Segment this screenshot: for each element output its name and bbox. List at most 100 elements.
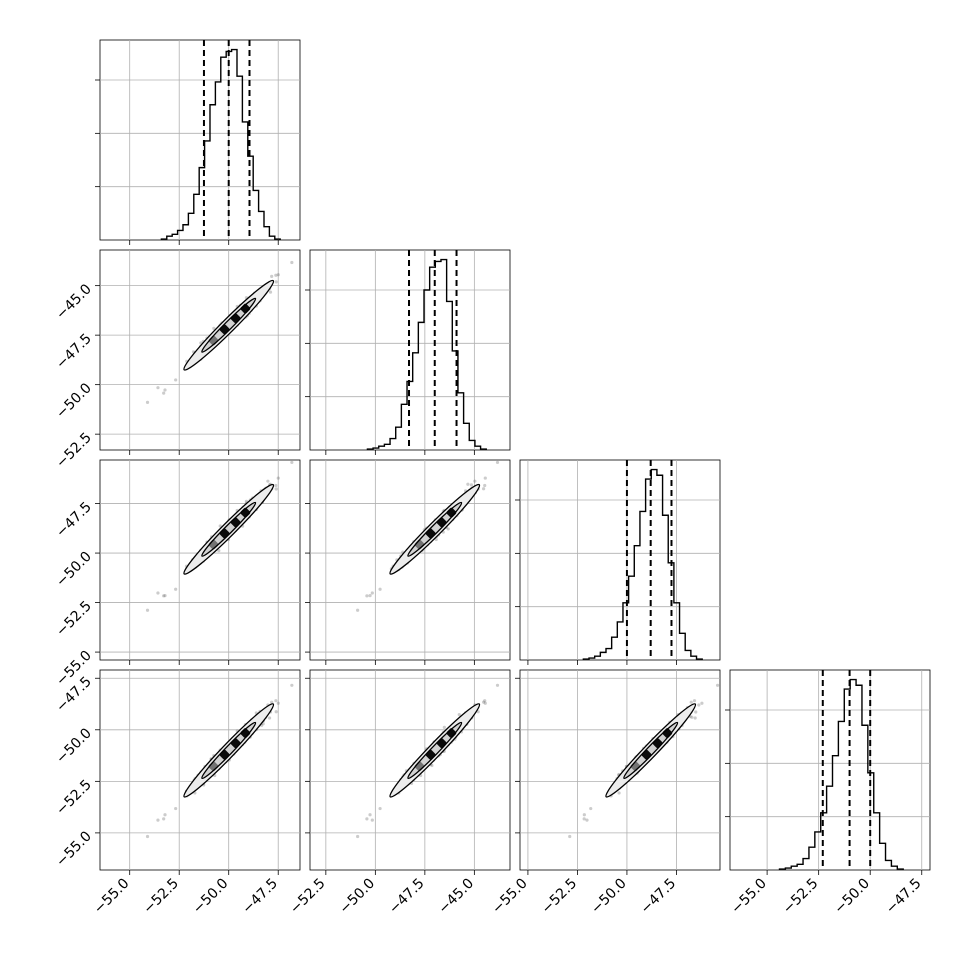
- x-tick-label: −52.5: [287, 876, 329, 918]
- histogram-1: [366, 258, 487, 450]
- sample-point: [589, 806, 593, 811]
- x-tick-label: −55.0: [91, 876, 133, 918]
- panel-frame: [99, 669, 301, 871]
- sample-point: [715, 683, 720, 687]
- sample-point: [212, 326, 216, 330]
- sample-point: [482, 700, 486, 704]
- sample-point: [162, 817, 166, 821]
- sample-point: [370, 591, 374, 595]
- density-peak: [240, 728, 251, 738]
- sample-point: [617, 791, 621, 795]
- contour-inner: [201, 501, 257, 557]
- sample-point: [290, 683, 294, 687]
- contour-inner: [201, 721, 257, 780]
- sample-point: [145, 834, 150, 839]
- density-peak: [652, 738, 663, 749]
- x-tick-label: −50.0: [588, 876, 630, 918]
- sample-point: [446, 527, 450, 531]
- contour-inner: [407, 501, 463, 557]
- y-tick-label: −55.0: [53, 828, 95, 870]
- panel-frame: [519, 459, 721, 661]
- sample-point: [473, 479, 477, 483]
- panel-2-1: [305, 459, 511, 665]
- x-tick-label: −45.0: [436, 876, 478, 918]
- sample-point: [582, 817, 586, 821]
- density-peak: [208, 335, 219, 346]
- sample-point: [690, 715, 694, 719]
- sample-point: [693, 716, 697, 720]
- sample-point: [368, 813, 372, 817]
- sample-point: [276, 701, 280, 705]
- sample-point: [430, 763, 434, 768]
- panel-frame: [99, 39, 301, 241]
- density-peak: [208, 539, 219, 550]
- sample-point: [378, 806, 382, 811]
- sample-point: [483, 476, 487, 480]
- sample-point: [266, 479, 270, 483]
- sample-point: [274, 710, 278, 714]
- sample-point: [274, 280, 278, 284]
- density-peak: [240, 303, 251, 314]
- density-peak: [240, 507, 251, 518]
- x-tick-label: −52.5: [140, 876, 182, 918]
- sample-point: [267, 716, 272, 720]
- x-tick-label: −52.5: [539, 876, 581, 918]
- sample-point: [274, 699, 278, 703]
- contour-inner: [407, 721, 463, 780]
- density-peak: [414, 761, 425, 772]
- sample-point: [466, 482, 470, 486]
- sample-point: [568, 834, 572, 839]
- sample-point: [274, 483, 278, 488]
- x-tick-label: −50.0: [337, 876, 379, 918]
- sample-point: [483, 701, 487, 705]
- sample-point: [163, 813, 167, 817]
- panel-1-0: −52.5 −50.0 −47.5 −45.0: [53, 249, 301, 471]
- density-peak: [630, 761, 641, 772]
- sample-point: [370, 818, 374, 822]
- density-peak: [436, 738, 447, 749]
- sample-point: [276, 476, 280, 480]
- sample-point: [290, 460, 294, 465]
- density-peak: [230, 313, 241, 324]
- contour-inner: [201, 297, 257, 353]
- sample-point: [268, 290, 273, 294]
- sample-point: [156, 818, 160, 822]
- panel-3-0: −55.0 −52.5 −50.0 −47.5−55.0−52.5−50.0−47.5: [53, 669, 301, 918]
- density-peak: [641, 749, 652, 760]
- y-tick-label: −52.5: [53, 598, 95, 640]
- scatter-area: [145, 460, 294, 612]
- panel-3-3: −55.0 −52.5 −50.0 −47.5: [725, 669, 931, 917]
- sample-point: [482, 487, 486, 491]
- density-peak: [446, 728, 457, 738]
- sample-point: [274, 487, 278, 491]
- y-tick-label: −50.0: [53, 549, 95, 591]
- density-peak: [208, 761, 219, 772]
- panel-2-0: −55.0−52.5−50.0−47.5: [53, 459, 301, 689]
- y-tick-label: −52.5: [53, 777, 95, 819]
- x-tick-label: −47.5: [386, 876, 428, 918]
- sample-point: [156, 591, 160, 595]
- x-tick-label: −47.5: [239, 876, 281, 918]
- sample-point: [162, 594, 166, 598]
- sample-point: [162, 391, 166, 395]
- sample-point: [697, 703, 701, 707]
- density-peak: [662, 728, 673, 738]
- sample-point: [156, 386, 160, 390]
- panel-frame: [519, 669, 721, 871]
- sample-point: [145, 608, 150, 612]
- histogram-0: [160, 48, 281, 240]
- sample-point: [365, 817, 369, 821]
- y-tick-label: −47.5: [53, 331, 95, 373]
- sample-point: [276, 273, 280, 277]
- sample-point: [442, 725, 446, 730]
- y-tick-label: −50.0: [53, 725, 95, 767]
- panel-3-1: −52.5 −50.0 −47.5 −45.0: [287, 669, 511, 918]
- sample-point: [483, 699, 487, 703]
- sample-point: [585, 818, 589, 822]
- histogram-3: [778, 678, 904, 870]
- sample-point: [174, 806, 178, 811]
- sample-point: [495, 683, 500, 687]
- sample-point: [483, 483, 487, 488]
- scatter-area: [568, 683, 720, 839]
- sample-point: [174, 587, 178, 591]
